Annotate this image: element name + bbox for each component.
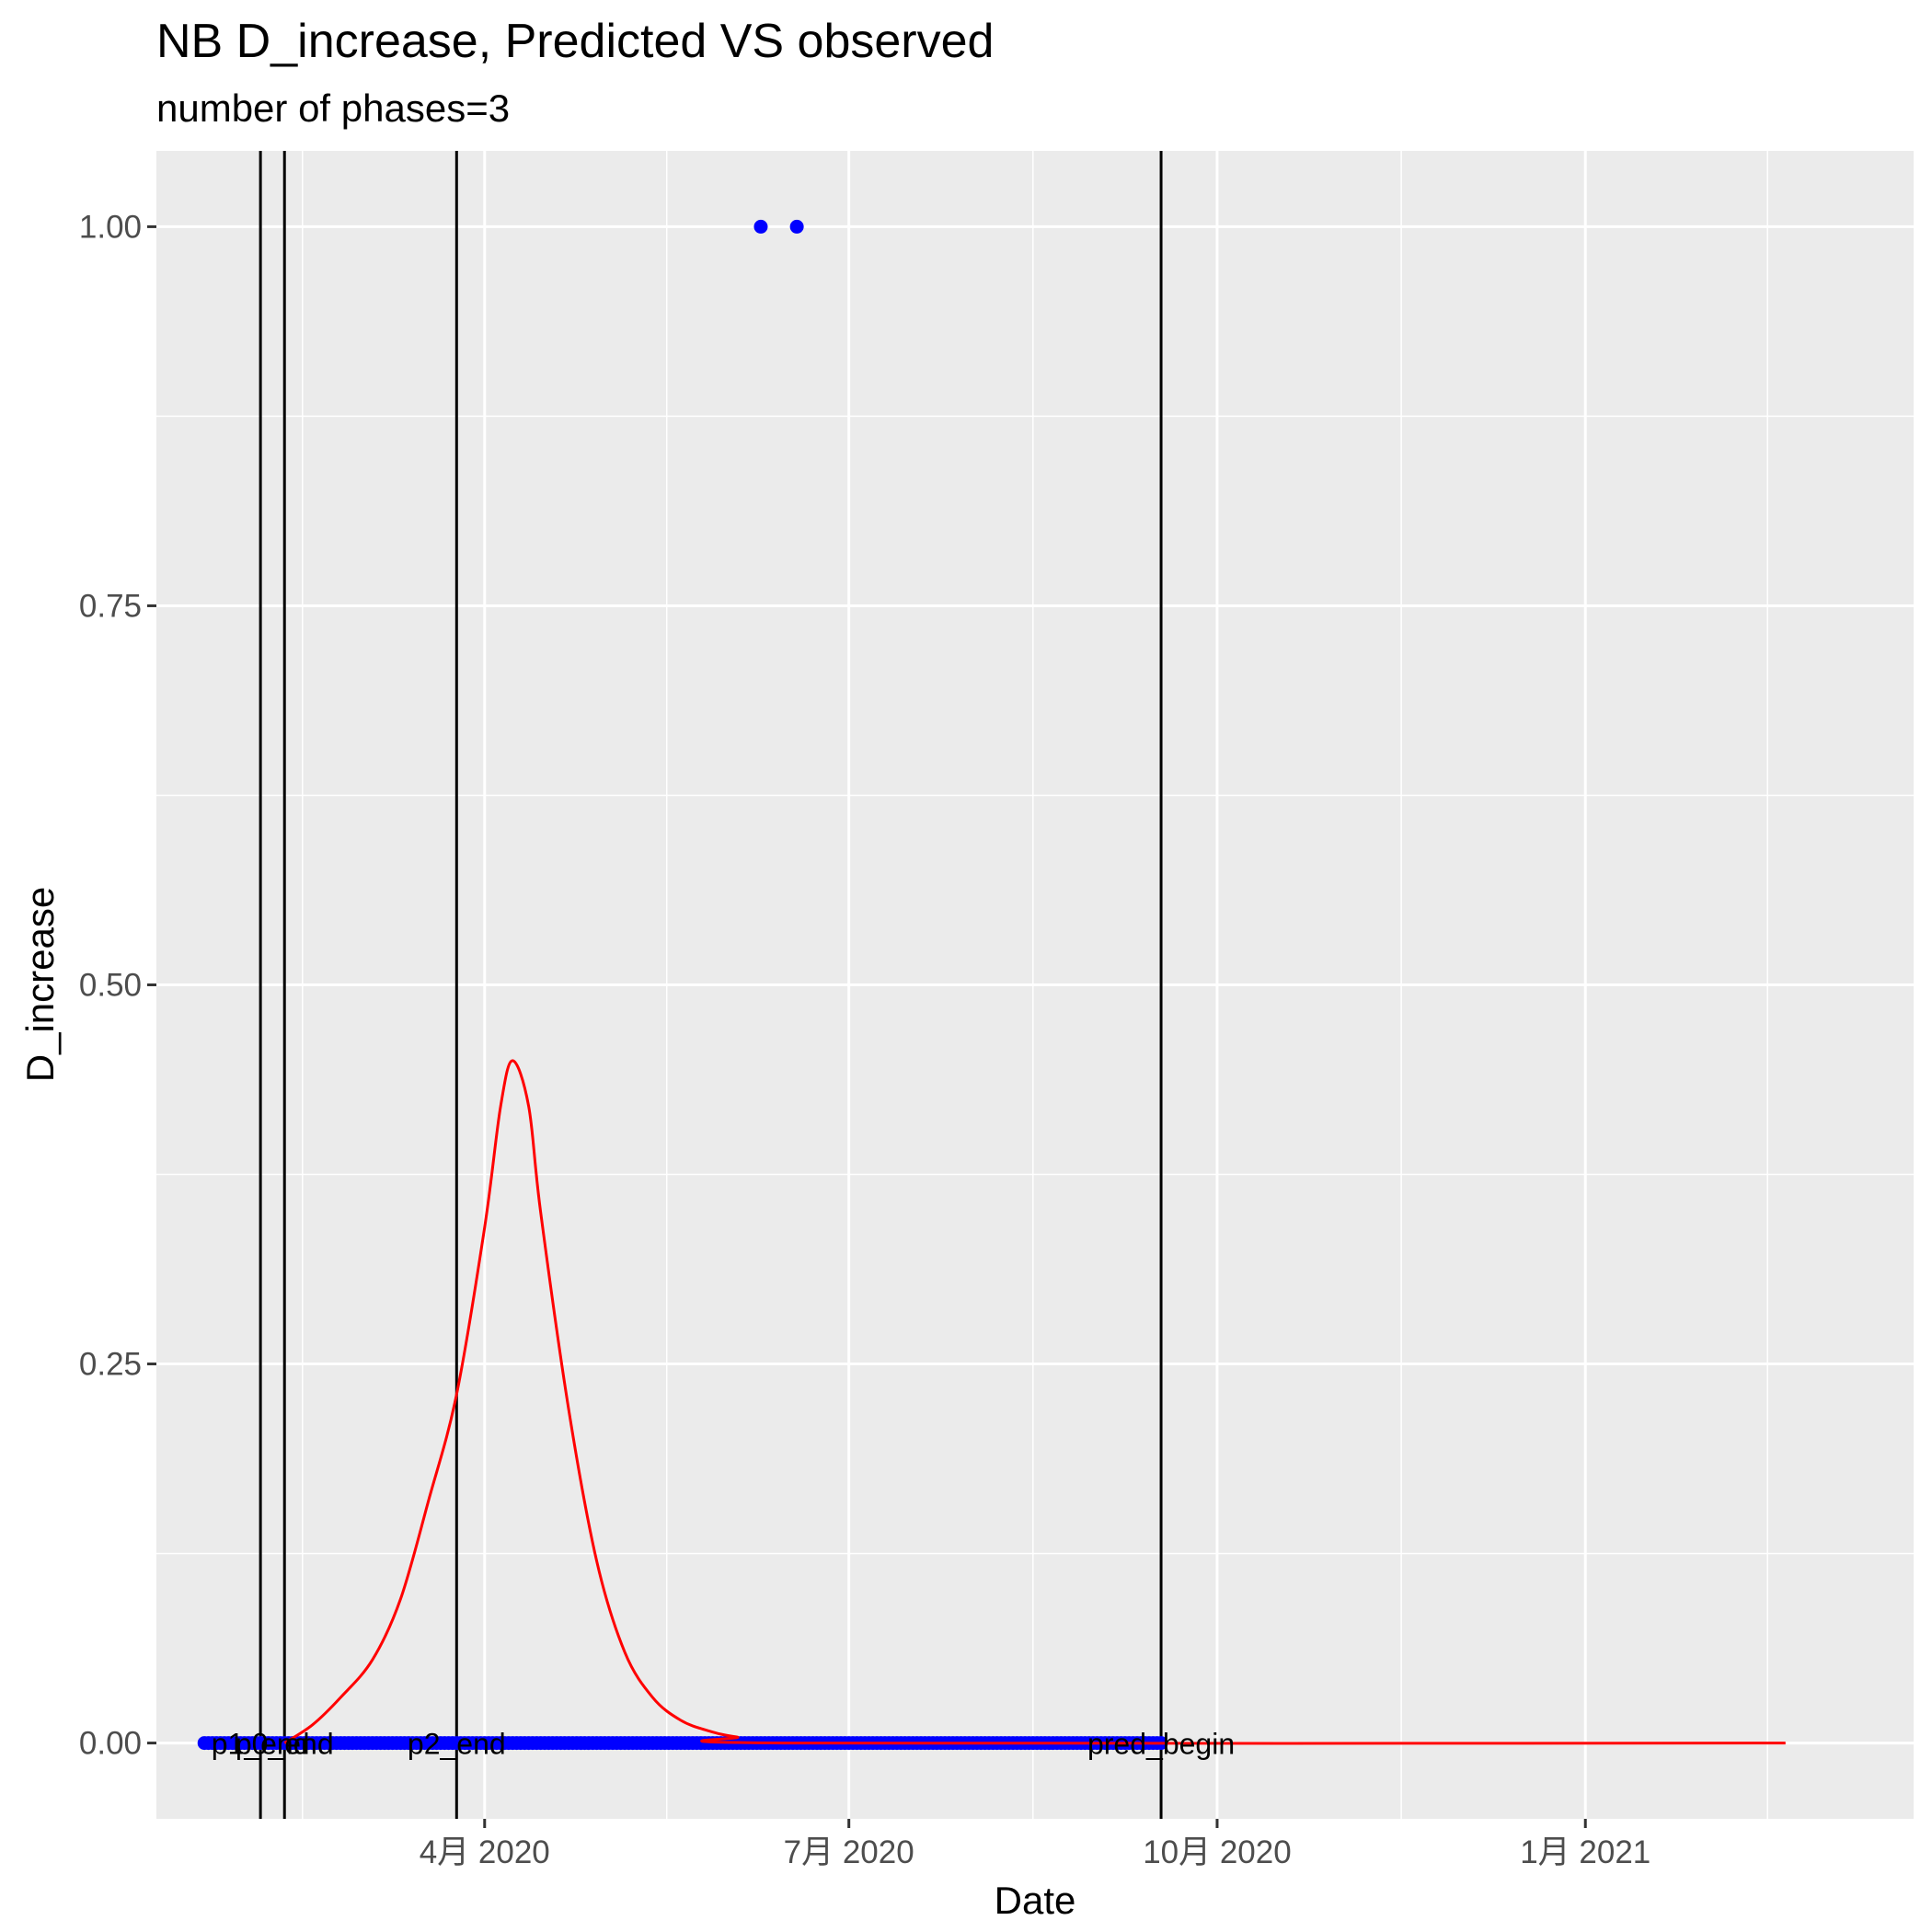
x-axis: 4月 2020 7月 2020 10月 2020 1月 2021 — [420, 1819, 1650, 1870]
x-axis-title: Date — [995, 1879, 1076, 1922]
x-tick-label: 1月 2021 — [1520, 1834, 1650, 1870]
predicted-series — [283, 1059, 1786, 1745]
phase-line-label: p1_end — [212, 1728, 310, 1761]
chart-title: NB D_increase, Predicted VS observed — [156, 15, 994, 68]
y-axis: 0.00 0.25 0.50 0.75 1.00 — [79, 209, 156, 1762]
phase-line-label: p2_end — [408, 1728, 506, 1761]
y-axis-title: D_increase — [18, 887, 62, 1082]
x-tick-label: 4月 2020 — [420, 1834, 550, 1870]
x-tick-label: 7月 2020 — [784, 1834, 914, 1870]
phase-line-label: p0_end — [236, 1728, 334, 1761]
chart-subtitle: number of phases=3 — [156, 86, 510, 130]
predicted-line — [283, 1059, 1786, 1745]
x-tick-label: 10月 2020 — [1143, 1834, 1292, 1870]
y-tick-label: 1.00 — [79, 209, 142, 245]
phase-lines — [259, 151, 1163, 1819]
observed-point — [753, 219, 768, 234]
y-tick-label: 0.50 — [79, 968, 142, 1004]
observed-point — [789, 219, 804, 234]
y-tick-label: 0.75 — [79, 588, 142, 624]
y-tick-label: 0.25 — [79, 1347, 142, 1383]
phase-line-label: pred_begin — [1087, 1728, 1235, 1761]
y-tick-label: 0.00 — [79, 1726, 142, 1762]
